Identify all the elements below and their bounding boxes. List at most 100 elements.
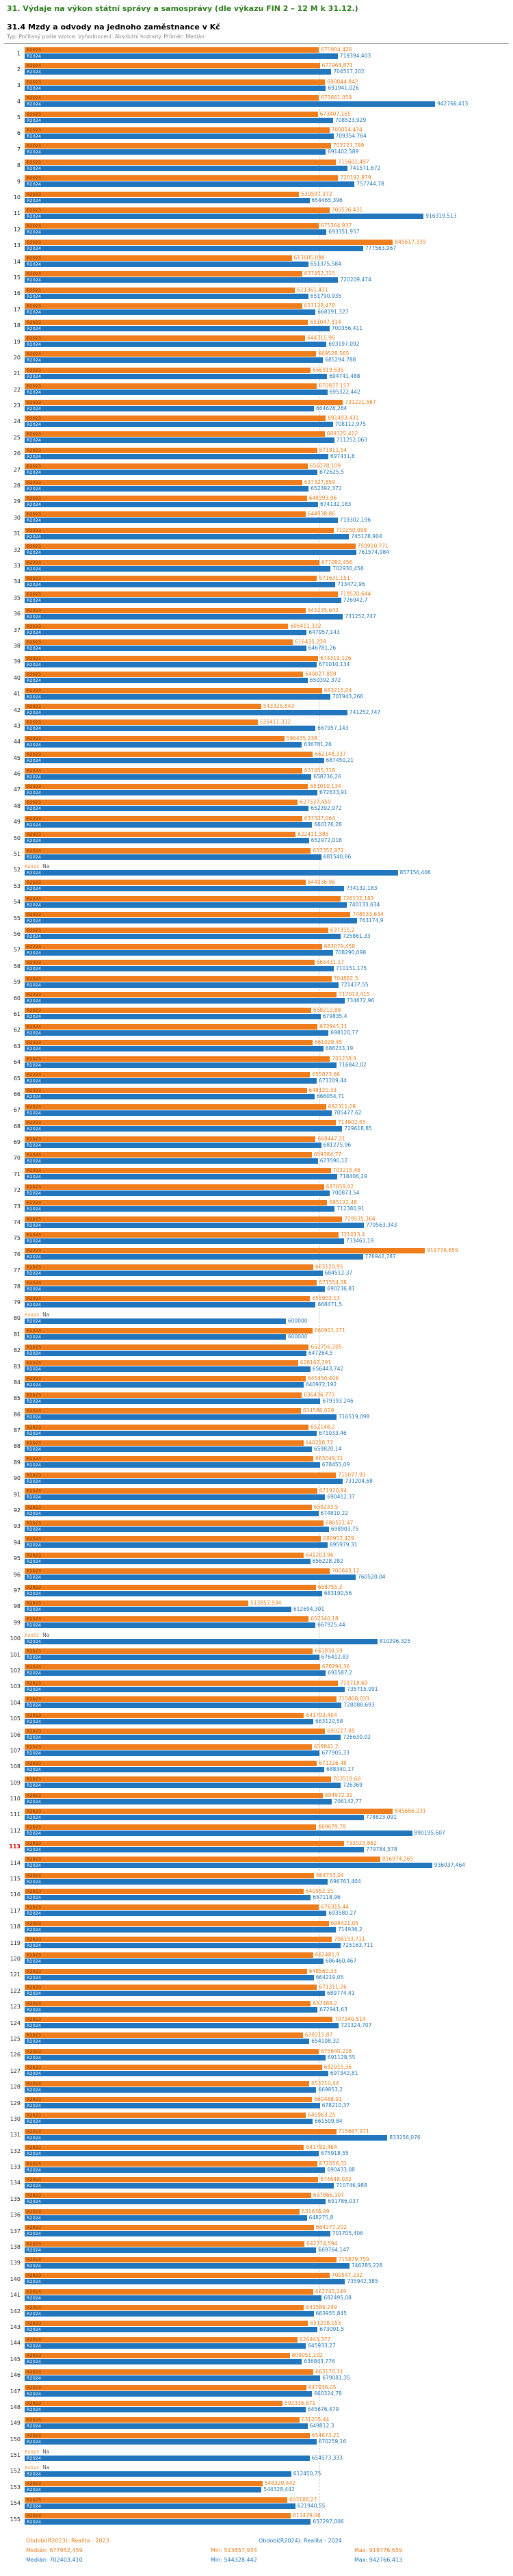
row-number[interactable]: 40 bbox=[13, 674, 21, 681]
bar-r2023[interactable]: R2023 bbox=[25, 1824, 317, 1831]
row-number[interactable]: 39 bbox=[13, 659, 21, 665]
bar-r2023[interactable]: R2023 bbox=[25, 2321, 308, 2327]
bar-r2023[interactable]: R2023 bbox=[25, 1840, 344, 1846]
row-number[interactable]: 133 bbox=[10, 2164, 21, 2171]
bar-r2023[interactable]: R2023 bbox=[25, 2048, 319, 2054]
bar-r2024[interactable]: R2024 bbox=[25, 213, 424, 219]
bar-r2023[interactable]: R2023 bbox=[25, 2032, 303, 2039]
bar-r2023[interactable]: R2023 bbox=[25, 303, 302, 309]
row-number[interactable]: 92 bbox=[13, 1507, 21, 1514]
row-number[interactable]: 44 bbox=[13, 739, 21, 745]
bar-r2024[interactable]: R2024 bbox=[25, 806, 309, 812]
bar-r2024[interactable]: R2024 bbox=[25, 1190, 330, 1196]
bar-r2024[interactable]: R2024 bbox=[25, 181, 355, 188]
bar-r2023[interactable]: R2023 bbox=[25, 1792, 323, 1798]
bar-r2024[interactable]: R2024 bbox=[25, 2087, 317, 2093]
bar-r2023[interactable]: R2023 bbox=[25, 2416, 300, 2423]
bar-r2024[interactable]: R2024 bbox=[25, 565, 331, 572]
row-number[interactable]: 129 bbox=[10, 2100, 21, 2106]
bar-r2024[interactable]: R2024 bbox=[25, 1686, 345, 1692]
row-number[interactable]: 68 bbox=[13, 1123, 21, 1130]
bar-r2024[interactable]: R2024 bbox=[25, 2391, 313, 2397]
bar-r2024[interactable]: R2024 bbox=[25, 1430, 317, 1436]
row-number[interactable]: 58 bbox=[13, 962, 21, 969]
row-number[interactable]: 7 bbox=[16, 146, 21, 153]
bar-r2023[interactable]: R2023 bbox=[25, 992, 337, 998]
row-number[interactable]: 94 bbox=[13, 1539, 21, 1546]
row-number[interactable]: 63 bbox=[13, 1043, 21, 1049]
row-number[interactable]: 148 bbox=[10, 2403, 21, 2410]
row-number[interactable]: 139 bbox=[10, 2260, 21, 2267]
bar-r2023[interactable]: R2023 bbox=[25, 431, 325, 437]
row-number[interactable]: 79 bbox=[13, 1299, 21, 1305]
row-number[interactable]: 123 bbox=[10, 2004, 21, 2011]
bar-r2024[interactable]: R2024 bbox=[25, 2247, 317, 2253]
bar-r2024[interactable]: R2024 bbox=[25, 1846, 365, 1852]
row-number[interactable]: 47 bbox=[13, 787, 21, 793]
bar-r2024[interactable]: R2024 bbox=[25, 2199, 326, 2205]
bar-r2023[interactable]: R2023 bbox=[25, 800, 298, 806]
row-number[interactable]: 56 bbox=[13, 930, 21, 937]
row-number[interactable]: 20 bbox=[13, 354, 21, 361]
bar-r2024[interactable]: R2024 bbox=[25, 2407, 306, 2413]
bar-r2023[interactable]: R2023 bbox=[25, 1584, 316, 1590]
bar-r2024[interactable]: R2024 bbox=[25, 902, 347, 908]
bar-r2024[interactable]: R2024 bbox=[25, 630, 307, 636]
bar-r2023[interactable]: R2023 bbox=[25, 544, 356, 550]
bar-r2023[interactable]: R2023 bbox=[25, 1088, 307, 1094]
bar-r2024[interactable]: R2024 bbox=[25, 710, 347, 716]
row-number[interactable]: 95 bbox=[13, 1555, 21, 1562]
row-number[interactable]: 151 bbox=[10, 2452, 21, 2459]
bar-r2023[interactable]: R2023 bbox=[25, 447, 317, 453]
row-number[interactable]: 107 bbox=[10, 1747, 21, 1754]
bar-r2024[interactable]: R2024 bbox=[25, 405, 314, 411]
bar-r2023[interactable]: R2023 bbox=[25, 1392, 302, 1398]
bar-r2023[interactable]: R2023 bbox=[25, 847, 311, 854]
row-number[interactable]: 6 bbox=[16, 130, 21, 137]
bar-r2023[interactable]: R2023 bbox=[25, 463, 308, 470]
bar-r2023[interactable]: R2023 bbox=[25, 960, 315, 966]
bar-r2024[interactable]: R2024 bbox=[25, 262, 308, 268]
row-number[interactable]: 41 bbox=[13, 691, 21, 698]
row-number[interactable]: 35 bbox=[13, 594, 21, 601]
bar-r2024[interactable]: R2024 bbox=[25, 2182, 334, 2189]
bar-r2024[interactable]: R2024 bbox=[25, 53, 338, 59]
row-number[interactable]: 17 bbox=[13, 306, 21, 313]
bar-r2024[interactable]: R2024 bbox=[25, 598, 341, 604]
row-number[interactable]: 67 bbox=[13, 1107, 21, 1114]
bar-r2023[interactable]: R2023 bbox=[25, 255, 292, 262]
row-number[interactable]: 97 bbox=[13, 1587, 21, 1594]
bar-r2023[interactable]: R2023 bbox=[25, 1136, 316, 1142]
row-number[interactable]: 33 bbox=[13, 563, 21, 569]
row-number[interactable]: 43 bbox=[13, 722, 21, 729]
bar-r2023[interactable]: R2023 bbox=[25, 95, 319, 101]
bar-r2023[interactable]: R2023 bbox=[25, 1104, 326, 1110]
bar-r2023[interactable]: R2023 bbox=[25, 63, 320, 69]
bar-r2023[interactable]: R2023 bbox=[25, 1280, 317, 1286]
bar-r2024[interactable]: R2024 bbox=[25, 1030, 329, 1036]
bar-r2024[interactable]: R2024 bbox=[25, 2134, 388, 2141]
row-number[interactable]: 110 bbox=[10, 1796, 21, 1802]
bar-r2024[interactable]: R2024 bbox=[25, 550, 356, 556]
row-number[interactable]: 60 bbox=[13, 995, 21, 1002]
bar-r2023[interactable]: R2023 bbox=[25, 1696, 337, 1703]
row-number[interactable]: 77 bbox=[13, 1267, 21, 1274]
row-number[interactable]: 152 bbox=[10, 2468, 21, 2475]
bar-r2023[interactable]: R2023 bbox=[25, 2080, 309, 2087]
row-number[interactable]: 26 bbox=[13, 450, 21, 457]
row-number[interactable]: 65 bbox=[13, 1075, 21, 1082]
bar-r2023[interactable]: R2023 bbox=[25, 399, 343, 405]
row-number[interactable]: 144 bbox=[10, 2340, 21, 2347]
bar-r2023[interactable]: R2023 bbox=[25, 1072, 311, 1077]
row-number[interactable]: 5 bbox=[16, 114, 21, 121]
bar-r2023[interactable]: R2023 bbox=[25, 2193, 311, 2199]
bar-r2024[interactable]: R2024 bbox=[25, 165, 347, 171]
row-number[interactable]: 126 bbox=[10, 2052, 21, 2058]
bar-r2024[interactable]: R2024 bbox=[25, 1062, 337, 1068]
bar-r2024[interactable]: R2024 bbox=[25, 758, 324, 764]
bar-r2023[interactable]: R2023 bbox=[25, 511, 306, 518]
bar-r2023[interactable]: R2023 bbox=[25, 271, 302, 277]
row-number[interactable]: 150 bbox=[10, 2436, 21, 2443]
bar-r2023[interactable]: R2023 bbox=[25, 1937, 332, 1943]
row-number[interactable]: 38 bbox=[13, 642, 21, 649]
